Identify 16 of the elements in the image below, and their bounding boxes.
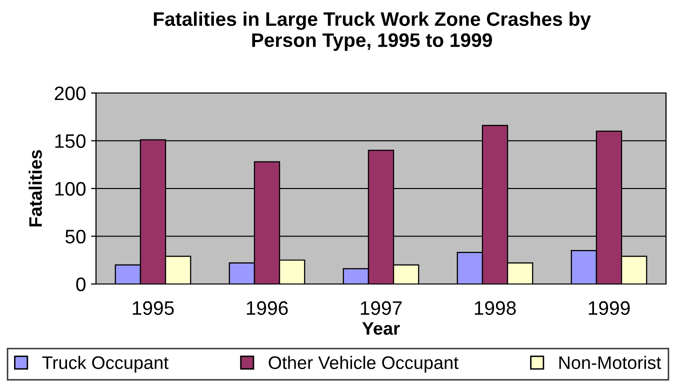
y-tick-label: 0 (76, 277, 86, 292)
x-axis-title: Year (362, 322, 400, 335)
y-axis-title: Fatalities (28, 150, 42, 226)
x-tick-label: 1997 (360, 301, 402, 315)
y-tick-label: 150 (55, 134, 86, 148)
x-tick-label: 1999 (588, 301, 630, 315)
x-tick-label: 1995 (132, 301, 174, 315)
y-tick-label: 200 (54, 86, 86, 100)
y-tick-label: 50 (65, 230, 86, 244)
x-tick-label: 1998 (474, 301, 516, 315)
legend-label: Truck Occupant (42, 356, 168, 373)
legend-label: Non-Motorist (559, 356, 662, 370)
x-tick-label: 1996 (246, 301, 288, 315)
y-tick-label: 100 (55, 182, 86, 196)
chart-title: Fatalities in Large Truck Work Zone Crashes by Person Type, 1995 to 1999 (154, 12, 591, 51)
legend-label: Other Vehicle Occupant (268, 356, 458, 373)
